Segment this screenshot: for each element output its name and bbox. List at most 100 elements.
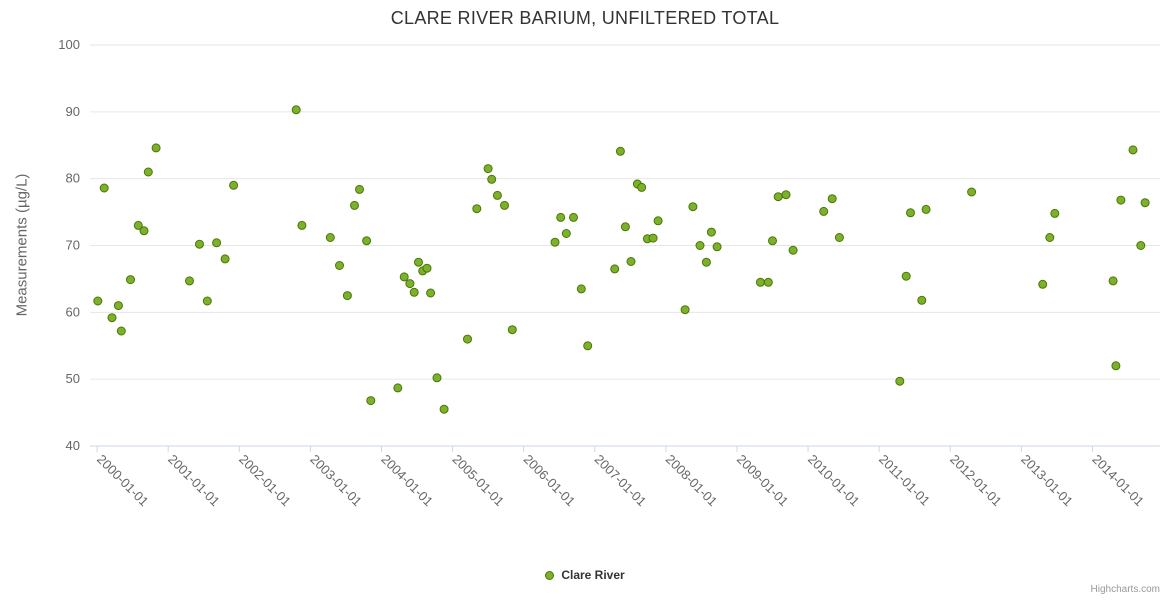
data-point[interactable] [195,239,204,249]
data-point[interactable] [487,174,497,184]
data-point[interactable] [405,279,415,289]
data-point[interactable] [648,233,658,243]
data-point[interactable] [1136,241,1146,250]
x-tick-label: 2001-01-01 [165,452,223,510]
x-tick-label: 2000-01-01 [94,452,152,510]
data-point[interactable] [472,204,482,214]
x-tick-label: 2014-01-01 [1089,452,1147,510]
data-point[interactable] [763,277,773,287]
data-point[interactable] [901,271,911,281]
data-point[interactable] [706,227,716,237]
data-point[interactable] [220,254,230,264]
x-tick-label: 2003-01-01 [307,452,365,510]
legend-item-clare-river[interactable]: Clare River [0,568,1170,582]
data-point[interactable] [781,190,791,200]
data-point[interactable] [701,257,711,267]
data-point[interactable] [366,396,376,406]
x-tick-label: 2002-01-01 [236,452,294,510]
data-point[interactable] [133,220,143,230]
data-point[interactable] [583,341,593,351]
data-point[interactable] [1045,233,1055,242]
data-point[interactable] [355,184,364,194]
data-point[interactable] [139,226,149,236]
data-point[interactable] [126,275,135,285]
data-point[interactable] [637,182,647,192]
data-point[interactable] [393,383,403,393]
data-point[interactable] [507,325,517,335]
data-point[interactable] [653,216,663,226]
data-point[interactable] [712,242,722,252]
data-point[interactable] [695,241,705,250]
highcharts-credits-link[interactable]: Highcharts.com [1090,584,1160,595]
data-point[interactable] [362,236,372,246]
data-point[interactable] [342,291,352,301]
data-point[interactable] [921,204,931,214]
legend-marker-icon [545,570,555,580]
data-point[interactable] [1108,276,1118,286]
x-tick-label: 2010-01-01 [805,452,863,510]
data-point[interactable] [143,167,153,177]
data-point[interactable] [291,105,301,115]
data-point[interactable] [399,272,409,282]
data-point[interactable] [99,183,109,193]
data-point[interactable] [414,257,423,267]
data-point[interactable] [967,187,977,197]
data-point[interactable] [768,236,777,246]
data-point[interactable] [93,296,103,306]
x-tick-label: 2013-01-01 [1018,452,1076,510]
data-point[interactable] [755,277,765,287]
data-point[interactable] [550,237,560,247]
data-point[interactable] [827,194,837,204]
data-point[interactable] [834,233,844,242]
data-point[interactable] [626,257,636,266]
data-point[interactable] [773,192,783,202]
data-point[interactable] [422,263,432,273]
data-point[interactable] [432,373,442,383]
data-point[interactable] [788,245,798,255]
data-point[interactable] [202,296,212,306]
data-point[interactable] [350,200,359,210]
data-point[interactable] [409,287,419,297]
data-point[interactable] [325,233,335,242]
data-point[interactable] [556,212,566,222]
y-tick-label: 100 [58,37,80,52]
data-point[interactable] [107,313,117,323]
data-point[interactable] [229,180,239,190]
data-point[interactable] [561,229,571,238]
y-tick-label: 50 [66,371,80,386]
data-point[interactable] [615,146,625,156]
data-point[interactable] [483,164,493,174]
y-tick-label: 80 [66,171,80,186]
data-point[interactable] [212,238,222,248]
data-point[interactable] [185,276,194,286]
data-point[interactable] [906,208,915,218]
data-point[interactable] [116,326,126,336]
data-point[interactable] [569,212,578,222]
data-point[interactable] [500,200,509,210]
data-point[interactable] [1128,145,1138,155]
data-point[interactable] [895,376,905,386]
data-point[interactable] [819,206,829,216]
data-point[interactable] [492,190,502,200]
data-point[interactable] [297,220,307,230]
data-point[interactable] [1038,279,1048,289]
data-point[interactable] [576,284,586,294]
data-point[interactable] [1050,208,1060,218]
data-point[interactable] [620,222,630,232]
data-point[interactable] [113,301,123,311]
y-tick-label: 70 [66,238,80,253]
data-point[interactable] [335,261,344,270]
data-point[interactable] [688,202,698,212]
data-point[interactable] [1140,198,1150,208]
data-point[interactable] [426,288,436,298]
data-point[interactable] [610,264,620,274]
data-point[interactable] [151,143,161,153]
data-point[interactable] [1111,361,1121,371]
data-point[interactable] [439,404,449,414]
data-point[interactable] [1116,195,1126,205]
data-point[interactable] [463,334,472,344]
data-point[interactable] [680,305,690,315]
data-point[interactable] [917,295,927,305]
